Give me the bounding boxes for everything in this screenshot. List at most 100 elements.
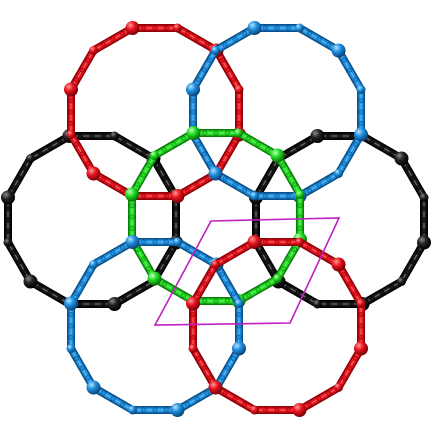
ring-red-bottom-atom: [186, 296, 200, 311]
ring-black-left-bond-segment: [5, 217, 11, 223]
ring-red-bottom-bond-segment: [232, 396, 238, 402]
ring-blue-bottom-bond-segment: [79, 365, 85, 371]
ring-black-left-bond-segment: [5, 206, 11, 212]
ring-blue-bottom-bond-segment: [230, 355, 236, 361]
ring-blue-bottom-bond-segment: [194, 396, 200, 402]
ring-blue-top-bond-segment: [316, 36, 322, 42]
ring-black-left-bond-segment: [5, 228, 11, 234]
ring-blue-bottom-bond-segment: [219, 271, 225, 277]
ring-red-bottom-bond-segment: [347, 365, 353, 371]
ring-red-bottom-bond-segment: [285, 239, 291, 245]
ring-red-bottom: [186, 235, 368, 417]
ring-black-left-bond-segment: [89, 301, 95, 307]
ring-black-right-atom: [310, 129, 325, 143]
ring-red-bottom-bond-segment: [306, 401, 312, 407]
ring-black-right-bond-segment: [253, 206, 259, 212]
ring-green-center-bond-segment: [280, 266, 286, 272]
ring-red-top-bond-segment: [120, 187, 126, 193]
ring-green-center-bond-segment: [129, 225, 135, 231]
ring-red-bottom-bond-segment: [347, 281, 353, 287]
ring-green-center-bond-segment: [202, 130, 208, 136]
ring-red-bottom-bond-segment: [222, 390, 228, 396]
ring-black-left-atom: [107, 297, 122, 311]
ring-black-left-atom: [3, 238, 13, 247]
ring-green-center-bond-segment: [286, 172, 292, 178]
ring-blue-bottom-atom: [234, 299, 244, 308]
ring-black-right-bond-segment: [326, 133, 332, 139]
ring-green-center-bond-segment: [135, 246, 141, 252]
ring-blue-top-bond-segment: [263, 193, 269, 199]
ring-red-bottom-bond-segment: [196, 355, 202, 361]
ring-red-bottom-bond-segment: [274, 407, 280, 413]
ring-blue-top-bond-segment: [207, 161, 213, 167]
ring-blue-top-bond-segment: [306, 187, 312, 193]
ring-blue-bottom-bond-segment: [100, 256, 106, 262]
ring-black-right-bond-segment: [379, 144, 385, 150]
ring-black-right-bond-segment: [337, 301, 343, 307]
ring-blue-bottom-bond-segment: [163, 239, 169, 245]
ring-red-top-bond-segment: [68, 98, 74, 104]
ring-blue-top-atom: [295, 23, 304, 33]
ring-red-top-atom: [66, 130, 76, 139]
ring-red-top-atom: [125, 21, 140, 35]
ring-blue-top-bond-segment: [263, 25, 269, 31]
ring-black-left-bond-segment: [100, 133, 106, 139]
ring-black-left-bond-segment: [37, 284, 43, 290]
ring-red-top-bond-segment: [163, 193, 169, 199]
ring-red-bottom-bond-segment: [222, 256, 228, 262]
ring-blue-top-bond-segment: [201, 67, 207, 73]
ring-green-center-bond-segment: [213, 298, 219, 304]
ring-black-left-bond-segment: [173, 217, 179, 223]
ring-red-bottom-bond-segment: [242, 401, 248, 407]
ring-red-bottom-atom: [295, 237, 304, 247]
ring-blue-top-bond-segment: [352, 141, 358, 147]
ring-blue-top-bond-segment: [201, 151, 207, 157]
ring-blue-bottom-bond-segment: [204, 256, 210, 262]
ring-blue-bottom-bond-segment: [74, 291, 80, 297]
ring-green-center-bond-segment: [135, 182, 141, 188]
ring-black-left-bond-segment: [173, 206, 179, 212]
ring-blue-top-bond-segment: [285, 193, 291, 199]
ring-blue-top-bond-segment: [326, 176, 332, 182]
ring-black-right-bond-segment: [270, 165, 276, 171]
ring-black-right-bond-segment: [389, 150, 395, 156]
ring-green-center-atom: [270, 148, 285, 163]
ring-black-left-bond-segment: [121, 295, 127, 301]
ring-black-left-bond-segment: [37, 150, 43, 156]
ring-black-left-bond-segment: [57, 139, 63, 145]
ring-blue-bottom-bond-segment: [152, 239, 158, 245]
ring-red-bottom-atom: [247, 235, 262, 249]
ring-blue-bottom-bond-segment: [163, 407, 169, 413]
ring-red-top-bond-segment: [68, 120, 74, 126]
ring-red-top-atom: [86, 166, 101, 181]
ring-black-left-bond-segment: [57, 295, 63, 301]
ring-blue-bottom-bond-segment: [100, 390, 106, 396]
ring-blue-bottom-bond-segment: [184, 245, 190, 251]
ring-blue-top-atom: [247, 21, 262, 35]
ring-blue-top-bond-segment: [232, 182, 238, 188]
ring-red-bottom-bond-segment: [196, 291, 202, 297]
ring-black-left-atom: [23, 274, 38, 289]
ring-blue-top-bond-segment: [242, 31, 248, 37]
ring-red-bottom-atom: [292, 403, 307, 417]
ring-red-bottom-bond-segment: [274, 239, 280, 245]
ring-green-center-atom: [186, 126, 201, 140]
ring-green-center-atom: [150, 151, 159, 160]
ring-green-center-bond-segment: [129, 214, 135, 220]
ring-black-right-bond-segment: [404, 165, 410, 171]
ring-red-top-bond-segment: [110, 182, 116, 188]
ring-red-top-bond-segment: [236, 98, 242, 104]
ring-green-center-bond-segment: [255, 141, 261, 147]
ring-blue-top: [186, 21, 368, 203]
ring-green-center-bond-segment: [129, 203, 135, 209]
ring-blue-bottom-atom: [128, 405, 137, 415]
ring-black-left-bond-segment: [78, 301, 84, 307]
ring-blue-bottom-bond-segment: [79, 281, 85, 287]
ring-blue-top-atom: [354, 127, 368, 142]
ring-blue-top-bond-segment: [196, 77, 202, 83]
ring-red-bottom-bond-segment: [263, 407, 269, 413]
ring-red-top-bond-segment: [141, 25, 147, 31]
ring-black-right-bond-segment: [348, 133, 354, 139]
ring-red-top-bond-segment: [225, 151, 231, 157]
ring-red-bottom-atom: [356, 299, 366, 308]
